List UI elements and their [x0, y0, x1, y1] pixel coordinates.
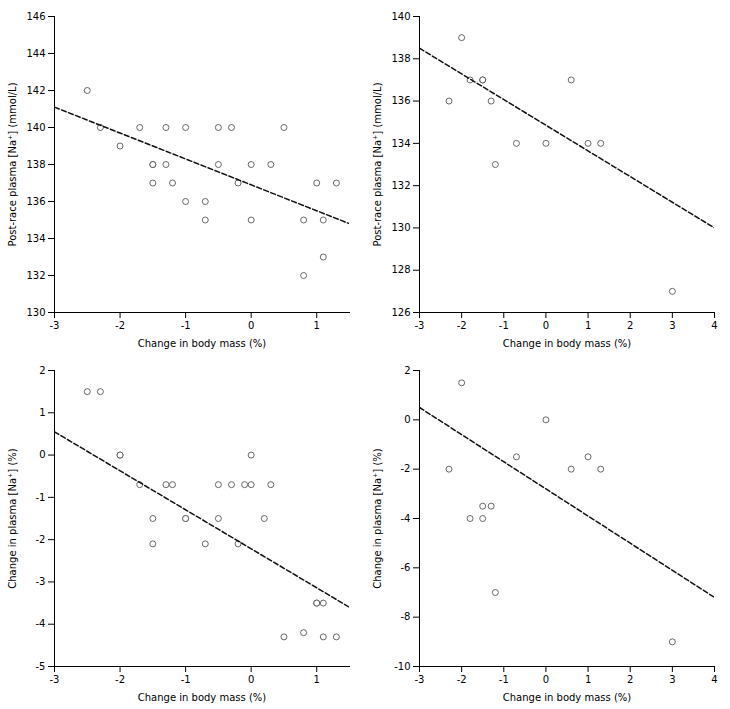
svg-text:132: 132 — [391, 180, 410, 191]
svg-text:-2: -2 — [115, 320, 125, 331]
svg-text:-2: -2 — [115, 674, 125, 685]
svg-text:-3: -3 — [415, 674, 425, 685]
svg-text:134: 134 — [391, 138, 410, 149]
svg-text:132: 132 — [26, 270, 45, 281]
svg-text:2: 2 — [627, 674, 633, 685]
svg-text:-4: -4 — [36, 618, 46, 629]
svg-text:-1: -1 — [36, 492, 46, 503]
svg-text:136: 136 — [26, 196, 45, 207]
svg-text:-1: -1 — [499, 674, 509, 685]
svg-text:Change in body mass (%): Change in body mass (%) — [138, 692, 267, 703]
svg-text:1: 1 — [314, 320, 320, 331]
svg-text:0: 0 — [39, 449, 45, 460]
svg-text:Change in body mass (%): Change in body mass (%) — [503, 338, 632, 349]
svg-text:130: 130 — [391, 222, 410, 233]
svg-text:0: 0 — [248, 320, 254, 331]
svg-text:146: 146 — [26, 11, 45, 22]
svg-text:-4: -4 — [401, 513, 411, 524]
svg-text:Post-race plasma [Na⁺] (mmol/L: Post-race plasma [Na⁺] (mmol/L) — [7, 82, 18, 246]
svg-text:144: 144 — [26, 48, 45, 59]
svg-text:Change in body mass (%): Change in body mass (%) — [138, 338, 267, 349]
svg-text:136: 136 — [391, 95, 410, 106]
svg-text:126: 126 — [391, 307, 410, 318]
svg-text:1: 1 — [585, 674, 591, 685]
svg-text:-3: -3 — [415, 320, 425, 331]
svg-text:-10: -10 — [394, 661, 410, 672]
svg-text:0: 0 — [543, 320, 549, 331]
svg-text:3: 3 — [669, 320, 675, 331]
svg-text:-8: -8 — [401, 611, 411, 622]
svg-text:-6: -6 — [401, 562, 411, 573]
svg-text:-1: -1 — [181, 674, 191, 685]
svg-text:1: 1 — [585, 320, 591, 331]
svg-text:1: 1 — [39, 407, 45, 418]
svg-text:2: 2 — [39, 365, 45, 376]
svg-text:2: 2 — [404, 365, 410, 376]
svg-text:130: 130 — [26, 307, 45, 318]
svg-text:1: 1 — [314, 674, 320, 685]
svg-text:-3: -3 — [50, 674, 60, 685]
svg-text:0: 0 — [543, 674, 549, 685]
svg-text:-3: -3 — [50, 320, 60, 331]
svg-text:134: 134 — [26, 233, 45, 244]
svg-text:-1: -1 — [499, 320, 509, 331]
svg-text:Post-race plasma [Na⁺] (mmol/L: Post-race plasma [Na⁺] (mmol/L) — [372, 82, 383, 246]
svg-text:-2: -2 — [401, 463, 411, 474]
svg-text:140: 140 — [391, 11, 410, 22]
svg-text:Change in plasma [Na⁺] (%): Change in plasma [Na⁺] (%) — [372, 448, 383, 589]
svg-text:4: 4 — [711, 320, 717, 331]
svg-text:138: 138 — [391, 53, 410, 64]
svg-text:142: 142 — [26, 85, 45, 96]
svg-text:Change in body mass (%): Change in body mass (%) — [503, 692, 632, 703]
svg-text:-3: -3 — [36, 576, 46, 587]
svg-text:0: 0 — [404, 414, 410, 425]
svg-text:-2: -2 — [457, 674, 467, 685]
svg-text:140: 140 — [26, 122, 45, 133]
svg-text:128: 128 — [391, 264, 410, 275]
svg-text:-2: -2 — [457, 320, 467, 331]
svg-text:0: 0 — [248, 674, 254, 685]
svg-text:2: 2 — [627, 320, 633, 331]
svg-text:-5: -5 — [36, 661, 46, 672]
svg-text:Change in plasma [Na⁺] (%): Change in plasma [Na⁺] (%) — [7, 448, 18, 589]
svg-text:-2: -2 — [36, 534, 46, 545]
svg-text:-1: -1 — [181, 320, 191, 331]
svg-text:4: 4 — [711, 674, 717, 685]
svg-text:138: 138 — [26, 159, 45, 170]
svg-text:3: 3 — [669, 674, 675, 685]
